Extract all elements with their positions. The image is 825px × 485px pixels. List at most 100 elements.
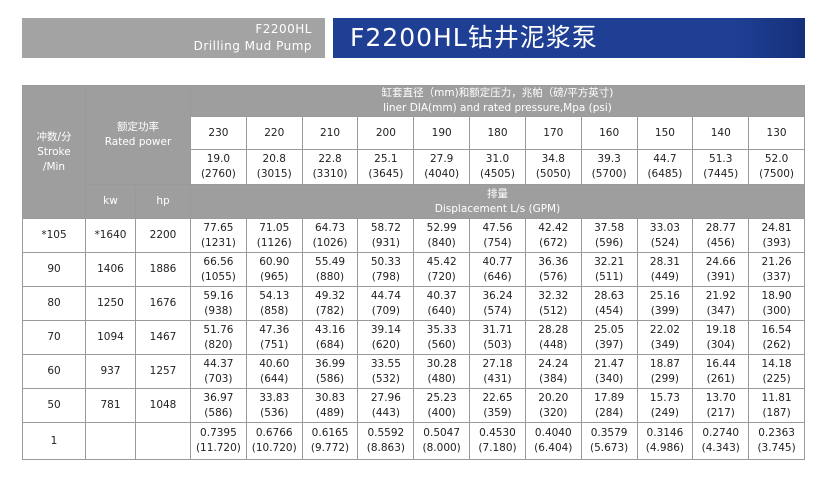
- cell-line: (703): [204, 372, 233, 385]
- table-cell: 28.63 (454): [580, 286, 638, 321]
- table-cell: 39.14 (620): [357, 320, 415, 355]
- cell-line: 16.54: [761, 323, 792, 336]
- cell-line: (931): [371, 236, 400, 249]
- table-cell: *1640: [85, 218, 136, 253]
- cell-line: (456): [706, 236, 735, 249]
- cell-line: 32.32: [538, 289, 569, 302]
- table-cell: kw: [85, 184, 136, 219]
- cell-line: 14.18: [761, 357, 792, 370]
- table-cell: 64.73 (1026): [301, 218, 359, 253]
- cell-line: (3015): [256, 168, 292, 180]
- cell-line: (1026): [312, 236, 348, 249]
- data-row: 60 937 1257 44.37 (703) 40.60 (644) 36.99 (586) 3…: [22, 354, 805, 389]
- table-cell: 28.77 (456): [692, 218, 750, 253]
- cell-line: (782): [315, 304, 345, 317]
- cell-line: 15.73: [649, 391, 680, 404]
- cell-line: (858): [260, 304, 289, 317]
- table-cell: 22.8 (3310): [301, 149, 359, 185]
- table-cell: 缸套直径（mm)和额定压力，兆帕（磅/平方英寸) liner DIA(mm) an…: [190, 85, 805, 117]
- table-cell: 31.71 (503): [469, 320, 526, 355]
- table-cell: 24.24 (384): [524, 354, 582, 389]
- cell-line: 39.3: [597, 153, 621, 165]
- cell-line: 22.8: [318, 153, 342, 165]
- cell-line: 25.1: [374, 153, 398, 165]
- cell-line: 37.58: [594, 221, 625, 234]
- cell-line: (1055): [200, 270, 236, 283]
- cell-line: 27.96: [370, 391, 401, 404]
- cell-line: (393): [762, 236, 791, 249]
- cell-line: 51.76: [203, 323, 234, 336]
- data-row: 50 781 1048 36.97 (586) 33.83 (536) 30.83 (489) 2…: [22, 388, 805, 423]
- cell-line: (187): [762, 406, 791, 419]
- cell-line: 0.3579: [590, 427, 628, 439]
- table-cell: 130: [748, 116, 805, 150]
- cell-line: 28.77: [705, 221, 736, 234]
- table-cell: 90: [22, 252, 86, 287]
- table-cell: 180: [469, 116, 526, 150]
- table-cell: 27.9 (4040): [413, 149, 471, 185]
- data-row: 90 1406 1886 66.56 (1055) 60.90 (965) 55.49 (880…: [22, 252, 805, 287]
- cell-line: (449): [650, 270, 680, 283]
- cell-line: 24.24: [538, 357, 569, 370]
- table-cell: 36.36 (576): [524, 252, 582, 287]
- cell-line: Displacement L/s (GPM): [434, 202, 561, 215]
- table-cell: 200: [357, 116, 415, 150]
- cell-line: (672): [539, 236, 568, 249]
- cell-line: 39.14: [370, 323, 401, 336]
- cell-line: 17.89: [594, 391, 625, 404]
- table-cell: 190: [413, 116, 471, 150]
- cell-line: (8.863): [366, 442, 405, 454]
- table-cell: 230: [190, 116, 247, 150]
- table-cell: 1676: [134, 286, 192, 321]
- cell-line: 64.73: [315, 221, 346, 234]
- cell-line: 25.05: [594, 323, 625, 336]
- cell-line: 缸套直径（mm)和额定压力，兆帕（磅/平方英寸): [381, 87, 614, 99]
- cell-line: 21.47: [594, 357, 625, 370]
- data-row: 70 1094 1467 51.76 (820) 47.36 (751) 43.16 (684)…: [22, 320, 805, 355]
- cell-line: (684): [315, 338, 345, 351]
- table-cell: 28.28 (448): [524, 320, 582, 355]
- table-cell: 52.99 (840): [413, 218, 471, 253]
- table-cell: 0.3579 (5.673): [580, 422, 638, 460]
- table-cell: 70: [22, 320, 86, 355]
- cell-line: (576): [539, 270, 568, 283]
- cell-line: (640): [427, 304, 456, 317]
- cell-line: 25.23: [426, 391, 457, 404]
- table-cell: 47.56 (754): [469, 218, 526, 253]
- cell-line: (4.343): [701, 442, 740, 454]
- cell-line: (397): [594, 338, 624, 351]
- cell-line: 44.37: [203, 357, 234, 370]
- table-cell: 937: [85, 354, 136, 389]
- table-cell: 59.16 (938): [190, 286, 247, 321]
- table-cell: 21.26 (337): [748, 252, 805, 287]
- table-cell: 34.8 (5050): [524, 149, 582, 185]
- cell-line: (448): [539, 338, 568, 351]
- table-cell: 58.72 (931): [357, 218, 415, 253]
- unit-row: kw hp 排量 Displacement L/s (GPM): [23, 184, 805, 219]
- table-cell: 16.54 (262): [748, 320, 805, 355]
- cell-line: 21.92: [705, 289, 736, 302]
- model: F2200HL: [255, 22, 312, 36]
- cell-line: (754): [483, 236, 512, 249]
- table-cell: 45.42 (720): [413, 252, 471, 287]
- table-cell: 36.97 (586): [190, 388, 247, 423]
- table-cell: 44.37 (703): [190, 354, 247, 389]
- cell-line: 30.83: [315, 391, 346, 404]
- cell-line: (798): [371, 270, 400, 283]
- cell-line: 40.77: [482, 255, 513, 268]
- cell-line: (284): [594, 406, 624, 419]
- cell-line: 43.16: [315, 323, 346, 336]
- table-cell: 54.13 (858): [245, 286, 303, 321]
- table-cell: 0.6165 (9.772): [301, 422, 359, 460]
- cell-line: (536): [260, 406, 289, 419]
- cell-line: 45.42: [426, 255, 457, 268]
- table-cell: 39.3 (5700): [580, 149, 638, 185]
- cell-line: (880): [315, 270, 345, 283]
- table-cell: 18.87 (299): [636, 354, 694, 389]
- cell-line: (6485): [647, 168, 683, 180]
- cell-line: (7.180): [478, 442, 517, 454]
- table-cell: 25.05 (397): [580, 320, 638, 355]
- cell-line: (586): [204, 406, 233, 419]
- cell-line: (337): [762, 270, 791, 283]
